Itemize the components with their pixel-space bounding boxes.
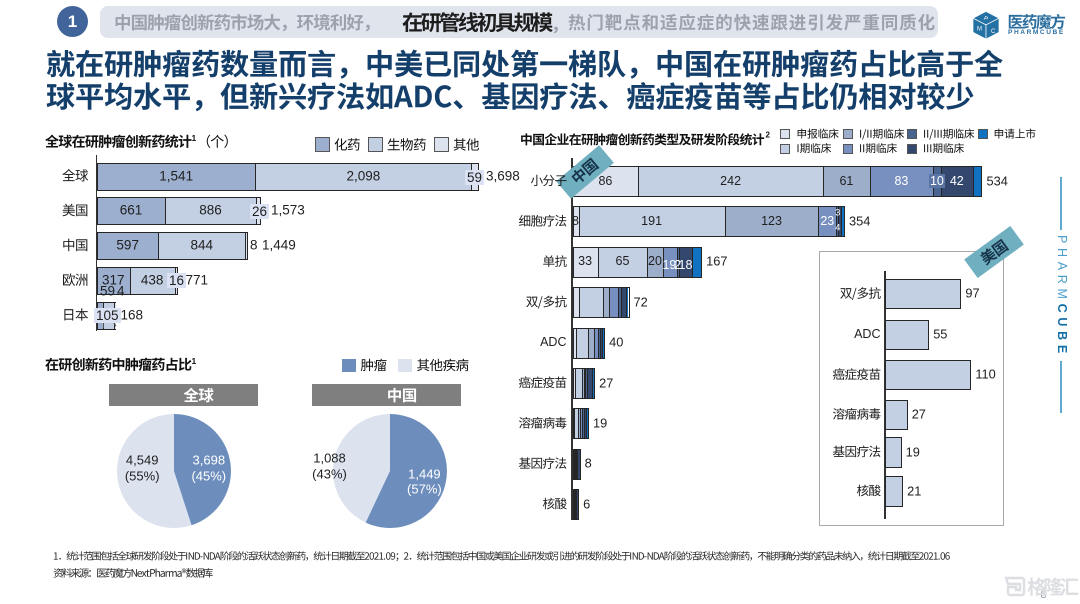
svg-text:M: M [977, 27, 982, 33]
svg-text:P: P [982, 16, 988, 23]
svg-text:C: C [991, 29, 996, 35]
